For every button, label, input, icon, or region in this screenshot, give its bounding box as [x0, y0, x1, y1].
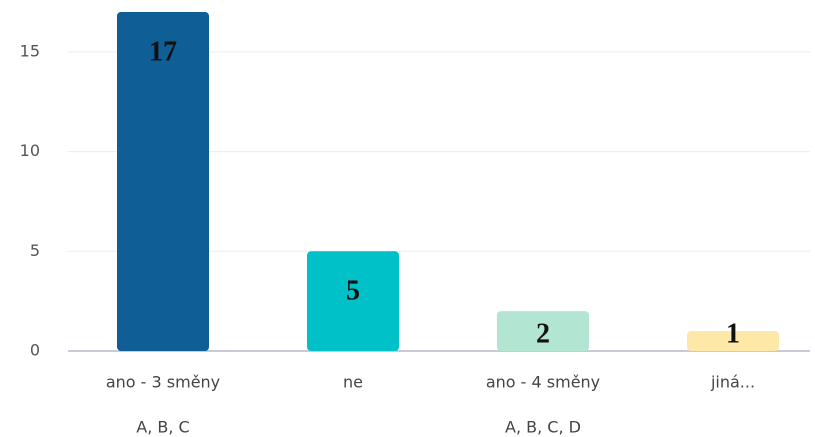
x-tick-label: ano - 3 směny: [106, 373, 220, 392]
value-label: 2: [536, 318, 550, 349]
x-tick-label: jiná...: [710, 373, 755, 392]
value-label: 1: [726, 318, 740, 349]
value-label: 5: [346, 276, 360, 307]
x-tick-label: A, B, C, D: [505, 418, 581, 437]
bar: [117, 11, 209, 351]
x-tick-label: ano - 4 směny: [486, 373, 600, 392]
value-label: 17: [149, 36, 177, 67]
y-tick-label: 10: [20, 141, 40, 160]
x-tick-label: ne: [343, 373, 363, 392]
bar: [687, 331, 779, 351]
y-tick-label: 15: [20, 41, 40, 60]
y-tick-label: 0: [30, 341, 40, 360]
bar: [497, 311, 589, 351]
bar: [307, 251, 399, 351]
x-tick-label: A, B, C: [136, 418, 189, 437]
y-tick-label: 5: [30, 241, 40, 260]
